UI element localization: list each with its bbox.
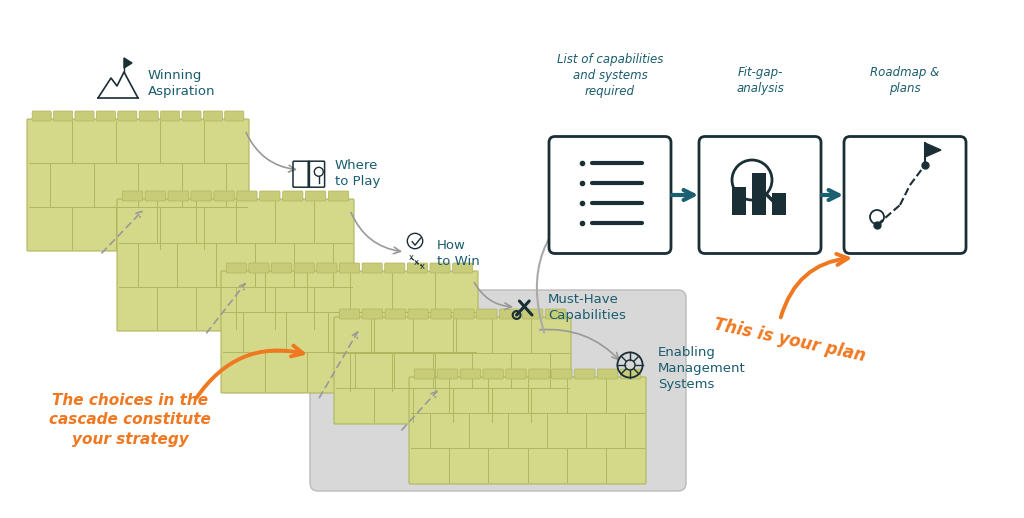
FancyBboxPatch shape	[528, 369, 549, 379]
FancyBboxPatch shape	[506, 369, 526, 379]
FancyBboxPatch shape	[546, 309, 565, 319]
Text: List of capabilities
and systems
required: List of capabilities and systems require…	[557, 52, 664, 97]
Text: x: x	[420, 262, 425, 271]
FancyBboxPatch shape	[844, 137, 966, 253]
FancyBboxPatch shape	[294, 263, 314, 273]
Text: The choices in the
cascade constitute
your strategy: The choices in the cascade constitute yo…	[49, 393, 211, 448]
FancyBboxPatch shape	[182, 111, 201, 121]
FancyBboxPatch shape	[408, 309, 428, 319]
FancyBboxPatch shape	[53, 111, 73, 121]
FancyBboxPatch shape	[437, 369, 458, 379]
FancyBboxPatch shape	[75, 111, 94, 121]
FancyBboxPatch shape	[145, 191, 166, 201]
FancyBboxPatch shape	[732, 187, 746, 215]
FancyBboxPatch shape	[483, 369, 504, 379]
Text: Roadmap &
plans: Roadmap & plans	[870, 65, 940, 94]
FancyBboxPatch shape	[283, 191, 303, 201]
FancyBboxPatch shape	[32, 111, 51, 121]
FancyBboxPatch shape	[362, 309, 383, 319]
FancyBboxPatch shape	[415, 369, 434, 379]
FancyBboxPatch shape	[271, 263, 292, 273]
FancyBboxPatch shape	[408, 263, 427, 273]
FancyBboxPatch shape	[224, 111, 244, 121]
FancyBboxPatch shape	[260, 191, 280, 201]
FancyBboxPatch shape	[117, 199, 354, 331]
FancyBboxPatch shape	[214, 191, 234, 201]
FancyBboxPatch shape	[316, 263, 337, 273]
FancyBboxPatch shape	[310, 290, 686, 491]
FancyBboxPatch shape	[522, 309, 543, 319]
FancyBboxPatch shape	[409, 377, 646, 484]
FancyBboxPatch shape	[699, 137, 821, 253]
FancyBboxPatch shape	[122, 191, 142, 201]
FancyBboxPatch shape	[552, 369, 572, 379]
FancyBboxPatch shape	[96, 111, 116, 121]
FancyBboxPatch shape	[339, 309, 359, 319]
FancyBboxPatch shape	[477, 309, 497, 319]
FancyBboxPatch shape	[204, 111, 222, 121]
Text: How
to Win: How to Win	[437, 238, 480, 267]
FancyBboxPatch shape	[431, 309, 452, 319]
FancyBboxPatch shape	[339, 263, 359, 273]
FancyBboxPatch shape	[597, 369, 617, 379]
FancyBboxPatch shape	[752, 173, 766, 215]
Text: Fit-gap-
analysis: Fit-gap- analysis	[736, 65, 784, 94]
FancyBboxPatch shape	[329, 191, 349, 201]
FancyBboxPatch shape	[334, 317, 571, 424]
FancyBboxPatch shape	[161, 111, 179, 121]
Text: Where
to Play: Where to Play	[335, 159, 380, 188]
Text: x: x	[409, 253, 414, 262]
Text: This is your plan: This is your plan	[713, 315, 867, 365]
FancyBboxPatch shape	[772, 193, 786, 215]
FancyBboxPatch shape	[191, 191, 211, 201]
FancyBboxPatch shape	[168, 191, 188, 201]
FancyBboxPatch shape	[139, 111, 159, 121]
FancyBboxPatch shape	[27, 119, 249, 251]
Text: Must-Have
Capabilities: Must-Have Capabilities	[548, 293, 626, 322]
Polygon shape	[124, 58, 132, 68]
FancyBboxPatch shape	[362, 263, 382, 273]
Text: Enabling
Management
Systems: Enabling Management Systems	[658, 346, 745, 391]
FancyBboxPatch shape	[621, 369, 641, 379]
FancyBboxPatch shape	[574, 369, 595, 379]
FancyBboxPatch shape	[118, 111, 137, 121]
FancyBboxPatch shape	[454, 309, 474, 319]
FancyBboxPatch shape	[237, 191, 257, 201]
FancyBboxPatch shape	[430, 263, 451, 273]
Polygon shape	[925, 143, 941, 157]
FancyBboxPatch shape	[226, 263, 247, 273]
FancyBboxPatch shape	[549, 137, 671, 253]
Text: x: x	[414, 257, 419, 266]
FancyBboxPatch shape	[305, 191, 326, 201]
FancyBboxPatch shape	[385, 309, 406, 319]
Text: Winning
Aspiration: Winning Aspiration	[148, 68, 215, 97]
FancyBboxPatch shape	[249, 263, 269, 273]
FancyBboxPatch shape	[453, 263, 473, 273]
FancyBboxPatch shape	[221, 271, 478, 393]
FancyBboxPatch shape	[500, 309, 520, 319]
FancyBboxPatch shape	[460, 369, 480, 379]
FancyBboxPatch shape	[385, 263, 404, 273]
